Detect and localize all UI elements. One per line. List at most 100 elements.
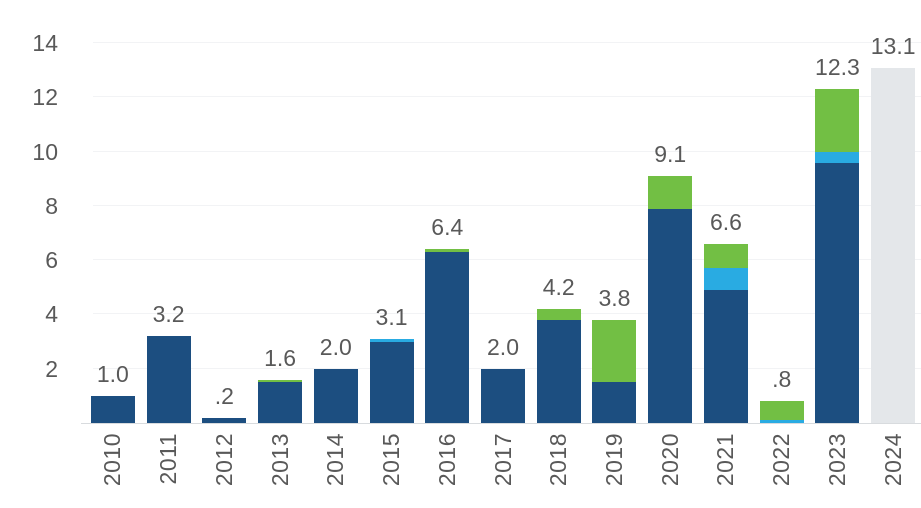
- x-axis-tick-text: 2017: [489, 433, 516, 487]
- bar-segment-light-blue: [703, 268, 748, 291]
- bar-value-label: 1.0: [96, 360, 129, 387]
- bar-stack: [536, 309, 581, 423]
- x-axis-tick-text: 2011: [155, 433, 182, 485]
- bar-group-2022: .8 2022: [754, 35, 810, 486]
- x-axis-tick-label: 2024: [865, 433, 921, 505]
- bar-segment-gray: [871, 67, 916, 423]
- x-axis-tick-text: 2018: [545, 433, 572, 487]
- x-axis-tick-text: 2016: [433, 433, 460, 487]
- y-axis-tick-label: 12: [32, 84, 58, 111]
- bar-group-2015: 3.1 2015: [364, 35, 420, 486]
- x-axis-tick-label: 2019: [587, 433, 643, 505]
- y-axis-tick-label: 2: [45, 355, 58, 382]
- gridline: [93, 259, 921, 261]
- bar-value-label: 2.0: [487, 333, 519, 360]
- bar-segment-dark-blue: [313, 368, 358, 423]
- bar-segment-dark-blue: [815, 162, 860, 423]
- bar-value-label: .8: [772, 366, 792, 393]
- x-axis-tick-text: 2019: [600, 433, 627, 487]
- x-axis-tick-label: 2012: [196, 433, 252, 505]
- bar-segment-light-blue: [369, 338, 414, 342]
- bar-stack: [90, 395, 135, 423]
- bar-stack: [146, 336, 191, 423]
- bar-stack: [759, 401, 804, 423]
- bar-stack: [202, 417, 247, 423]
- bar-stack: [815, 89, 860, 423]
- bar-group-2012: .2 2012: [196, 35, 252, 486]
- y-axis-tick-label: 10: [32, 138, 58, 165]
- x-axis-tick-text: 2023: [823, 433, 850, 487]
- bar-stack: [703, 243, 748, 423]
- bar-group-2013: 1.6 2013: [252, 35, 308, 486]
- bar-stack: [481, 368, 525, 423]
- bar-value-label: .2: [214, 382, 234, 409]
- bar-group-2019: 3.8 2019: [587, 35, 643, 486]
- x-axis-tick-label: 2018: [531, 433, 587, 505]
- x-axis-line: [81, 423, 921, 424]
- gridline: [93, 204, 921, 206]
- bar-stack: [369, 338, 414, 423]
- x-axis-tick-label: 2017: [475, 433, 531, 505]
- bar-segment-green: [592, 319, 637, 383]
- bar-value-label: 1.6: [264, 344, 297, 371]
- x-axis-tick-label: 2016: [419, 433, 475, 505]
- bar-group-2011: 3.2 2011: [141, 35, 197, 484]
- y-axis-tick-label: 14: [32, 30, 58, 57]
- x-axis-tick-text: 2013: [266, 433, 293, 487]
- bar-group-2021: 6.6 2021: [698, 35, 754, 486]
- bar-group-2010: 1.0 2010: [85, 35, 141, 486]
- bar-segment-dark-blue: [536, 319, 581, 423]
- x-axis-tick-text: 2012: [210, 433, 237, 487]
- x-axis-tick-text: 2010: [99, 433, 126, 487]
- bar-value-label: 9.1: [654, 141, 687, 168]
- x-axis-tick-text: 2024: [879, 433, 906, 487]
- y-axis-tick-label: 4: [45, 301, 58, 328]
- bar-segment-dark-blue: [703, 290, 748, 423]
- bar-stack: [425, 249, 470, 423]
- bar-group-2014: 2.0 2014: [308, 35, 364, 486]
- gridline: [93, 367, 921, 369]
- bar-value-label: 3.1: [375, 303, 408, 330]
- bar-segment-green: [815, 89, 860, 152]
- x-axis-tick-label: 2021: [698, 433, 754, 505]
- bar-segment-dark-blue: [202, 417, 247, 423]
- gridline: [93, 42, 921, 44]
- bar-segment-dark-blue: [369, 341, 414, 423]
- bars-container: 1.0 2010 3.2 2011 .2 2012 1.6 2013 2.0 2014 3.1 201…: [85, 32, 921, 487]
- x-axis-tick-label: 2022: [754, 433, 810, 505]
- bar-segment-dark-blue: [258, 382, 303, 423]
- bar-value-label: 13.1: [870, 32, 916, 59]
- x-axis-tick-label: 2014: [308, 433, 364, 505]
- x-axis-tick-text: 2021: [712, 433, 739, 487]
- bar-group-2017: 2.0 2017: [475, 35, 531, 486]
- gridline: [93, 150, 921, 152]
- gridline: [93, 96, 921, 98]
- bar-stack: [592, 319, 637, 423]
- bar-group-2016: 6.4 2016: [419, 35, 475, 486]
- x-axis-tick-text: 2014: [322, 433, 349, 487]
- bar-value-label: 4.2: [542, 274, 575, 301]
- bar-value-label: 6.4: [431, 214, 464, 241]
- bar-segment-green: [258, 379, 303, 383]
- bar-group-2018: 4.2 2018: [531, 35, 587, 486]
- gridline: [93, 313, 921, 315]
- bar-segment-dark-blue: [425, 252, 470, 423]
- bar-segment-dark-blue: [592, 382, 637, 423]
- bar-stack: [871, 67, 916, 423]
- bar-segment-light-blue: [759, 420, 804, 423]
- bar-group-2023: 12.3 2023: [810, 35, 866, 486]
- bar-group-2020: 9.1 2020: [642, 35, 698, 486]
- x-axis-tick-label: 2020: [642, 433, 698, 505]
- bar-segment-dark-blue: [90, 395, 135, 423]
- x-axis-tick-label: 2013: [252, 433, 308, 505]
- bar-segment-green: [425, 249, 470, 253]
- bar-group-2024: 13.1 2024: [865, 32, 921, 487]
- bar-segment-green: [536, 309, 581, 320]
- y-axis-tick-label: 6: [45, 247, 58, 274]
- x-axis-tick-label: 2011: [141, 433, 197, 505]
- bar-segment-green: [703, 243, 748, 269]
- bar-segment-light-blue: [815, 151, 860, 163]
- x-axis-tick-text: 2020: [656, 433, 683, 487]
- bar-stack: [258, 379, 303, 423]
